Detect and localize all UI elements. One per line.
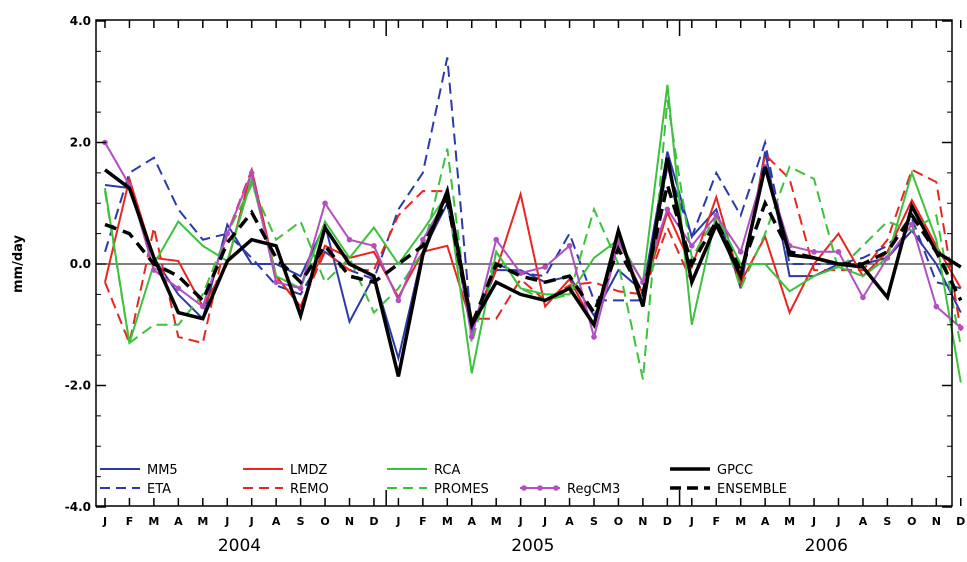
x-tick-label: J <box>835 515 840 528</box>
series-point-regcm3 <box>200 303 206 310</box>
year-label: 2006 <box>805 536 848 556</box>
series-point-regcm3 <box>591 334 597 340</box>
series-point-regcm3 <box>420 236 426 243</box>
x-tick-label: O <box>907 515 916 528</box>
x-tick-label: J <box>689 515 694 528</box>
year-label: 2004 <box>218 536 261 556</box>
year-label: 2005 <box>511 536 554 556</box>
series-point-regcm3 <box>811 249 817 255</box>
series-point-regcm3 <box>664 206 671 213</box>
series-point-regcm3 <box>860 294 866 301</box>
x-tick-label: M <box>197 515 208 528</box>
legend-label-mm5: MM5 <box>147 463 178 478</box>
y-axis-label: mm/day <box>11 234 26 293</box>
series-layer <box>102 57 964 383</box>
series-point-regcm3 <box>371 242 377 249</box>
legend-marker-regcm3 <box>521 485 527 491</box>
series-point-regcm3 <box>175 285 182 292</box>
x-tick-label: M <box>442 515 453 528</box>
x-tick-label: M <box>735 515 746 528</box>
y-tick-label: -2.0 <box>65 379 91 393</box>
series-point-regcm3 <box>542 264 548 270</box>
legend-label-regcm3: RegCM3 <box>567 482 620 497</box>
legend-label-eta: ETA <box>147 482 171 497</box>
series-point-regcm3 <box>884 255 891 261</box>
series-line-promes <box>104 99 962 380</box>
x-tick-label: F <box>126 515 134 528</box>
x-tick-label: A <box>761 515 770 528</box>
legend-label-gpcc: GPCC <box>717 463 753 478</box>
legend-marker-regcm3 <box>537 485 543 491</box>
x-tick-label: A <box>565 515 574 528</box>
series-line-ensemble <box>104 178 963 331</box>
x-tick-label: J <box>518 515 523 528</box>
x-tick-label: J <box>395 515 400 528</box>
legend-label-remo: REMO <box>290 482 329 497</box>
x-tick-label: N <box>638 515 647 528</box>
y-tick-label: 4.0 <box>70 14 91 28</box>
series-point-regcm3 <box>493 236 500 243</box>
x-tick-label: F <box>712 515 720 528</box>
series-point-regcm3 <box>689 242 695 249</box>
x-tick-label: M <box>148 515 159 528</box>
legend-label-rca: RCA <box>434 463 460 478</box>
x-tick-label: N <box>345 515 354 528</box>
x-tick-label: J <box>811 515 816 528</box>
x-tick-label: J <box>249 515 254 528</box>
x-tick-label: A <box>467 515 476 528</box>
series-point-regcm3 <box>224 230 231 237</box>
x-tick-label: N <box>932 515 941 528</box>
x-tick-label: S <box>883 515 891 528</box>
axes-group: 4.0 2.0 0.0 -2.0 -4.0 J F M A M J J A S O N D J F M A M J J A S O N… <box>65 14 966 556</box>
legend: MM5 ETA LMDZ REMO RCA PROMES RegCM3 GPCC ENSEMBL… <box>100 463 787 497</box>
series-line-gpcc <box>103 157 962 377</box>
series-point-regcm3 <box>933 303 940 310</box>
series-point-regcm3 <box>957 324 964 331</box>
series-point-regcm3 <box>566 242 573 249</box>
plot-frame <box>95 19 953 507</box>
series-point-regcm3 <box>909 221 915 228</box>
series-point-regcm3 <box>346 236 353 243</box>
series-point-regcm3 <box>297 285 304 292</box>
series-point-regcm3 <box>395 297 402 304</box>
series-line-regcm3 <box>104 142 962 341</box>
x-tick-label: A <box>272 515 281 528</box>
series-point-regcm3 <box>322 200 328 207</box>
x-tick-label: J <box>224 515 229 528</box>
series-point-regcm3 <box>713 212 720 219</box>
x-tick-label: M <box>784 515 795 528</box>
series-point-regcm3 <box>151 267 157 273</box>
x-tick-label: D <box>663 515 672 528</box>
x-tick-label: D <box>956 515 965 528</box>
legend-label-lmdz: LMDZ <box>290 463 327 478</box>
x-tick-label: S <box>590 515 598 528</box>
y-tick-label: -4.0 <box>65 500 91 514</box>
y-tick-label: 2.0 <box>70 136 91 150</box>
series-point-regcm3 <box>737 249 744 255</box>
series-point-regcm3 <box>273 279 279 286</box>
x-tick-label: O <box>320 515 329 528</box>
x-tick-label: J <box>542 515 547 528</box>
legend-marker-regcm3 <box>553 485 559 491</box>
legend-label-promes: PROMES <box>434 482 489 497</box>
y-tick-label: 0.0 <box>70 257 91 271</box>
x-tick-label: A <box>859 515 868 528</box>
x-tick-label: M <box>491 515 502 528</box>
x-tick-label: F <box>419 515 427 528</box>
x-tick-label: D <box>369 515 378 528</box>
series-line-eta <box>104 57 962 332</box>
series-point-regcm3 <box>468 334 475 340</box>
series-point-regcm3 <box>835 249 842 255</box>
x-tick-label: O <box>614 515 623 528</box>
x-tick-label: J <box>102 515 107 528</box>
x-tick-label: A <box>174 515 183 528</box>
legend-label-ensemble: ENSEMBLE <box>717 482 787 497</box>
series-point-regcm3 <box>248 170 255 176</box>
series-point-regcm3 <box>517 270 524 276</box>
x-tick-label: S <box>297 515 305 528</box>
